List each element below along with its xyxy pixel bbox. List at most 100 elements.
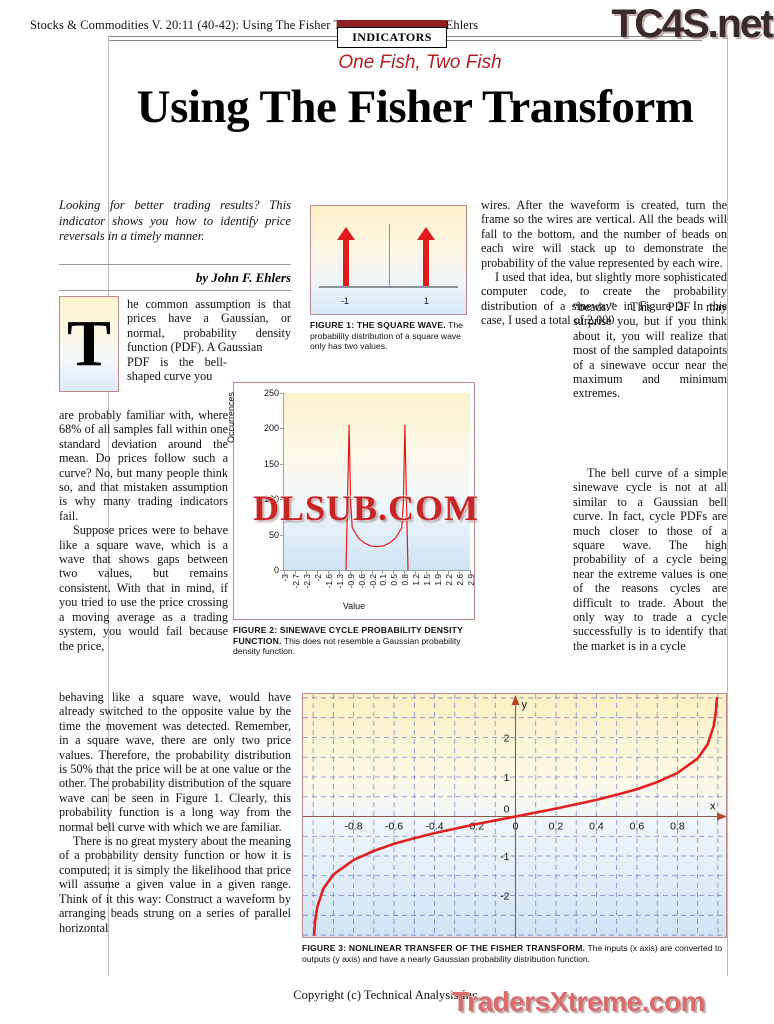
figure-2-x-axis-label: Value [342,601,366,611]
figure-2-plot-area: 0 50 100 150 200 250 -3 -2.7 -2.3 -2 -1.6 -1.3 -0.9-… [264,388,476,588]
figure-3-x-tick: 0.8 [670,821,685,833]
figure-2-y-tick: 200 [263,423,285,434]
figure-1-caption: FIGURE 1: THE SQUARE WAVE. The probabili… [310,320,467,352]
paragraph-text: There is no great mystery about the mean… [59,834,291,935]
figure-2-x-tick-mark [415,570,417,574]
figure-3-y-tick: 1 [504,772,510,784]
figure-2-x-tick-mark [327,570,329,574]
figure-2-x-tick-mark [371,570,373,574]
figure-2-x-tick: 1.9 [433,574,444,586]
figure-2-x-tick-mark [294,570,296,574]
watermark-dlsub: DLSUB.COM [252,487,480,529]
figure-2-x-tick: -0.9 [345,574,356,589]
paragraph-text: he common assumption is that prices have… [127,297,291,355]
figure-2-y-tick: 250 [263,388,285,398]
figure-2-x-tick-mark [470,570,471,574]
article-deck: Looking for better trading results? This… [59,198,291,244]
drop-cap-box: T [59,296,119,392]
figure-3-caption-title: FIGURE 3: NONLINEAR TRANSFER OF THE FISH… [302,943,586,953]
figure-2-x-tick-mark [437,570,439,574]
figure-2-x-tick-mark [360,570,362,574]
figure-3-x-tick: -0.4 [426,821,444,833]
figure-2-x-tick-mark [393,570,395,574]
figure-2-y-axis-label: Occurrences [226,391,236,443]
figure-2-x-tick: -2 [312,574,323,582]
page-frame-left-rule [108,36,109,976]
article-kicker: One Fish, Two Fish [338,52,502,73]
figure-1-impulse-minus1 [337,227,355,286]
figure-2-x-tick: -1.6 [323,574,334,589]
figure-2-caption-title: FIGURE 2: SINEWAVE CYCLE PROBABILITY DEN… [233,625,463,646]
figure-1-caption-body: The probability distribution of a square… [310,320,463,352]
category-badge-bar [337,20,447,28]
figure-1-plot: -1 1 [310,205,467,315]
figure-3-x-tick: 0.4 [589,821,604,833]
figure-3-y-tick: 2 [504,732,510,744]
body-paragraph-4: wires. After the waveform is created, tu… [481,198,727,328]
figure-2-x-tick-mark [459,570,461,574]
paragraph-text: “beads.” This PDF may surprise you, but … [573,300,727,401]
body-paragraph-1c: are probably familiar with, where 68% of… [59,408,228,653]
figure-2-x-tick-mark [349,570,351,574]
figure-1-tick-plus1: 1 [424,296,430,306]
watermark-tc4s: TC4S.net [611,2,774,46]
figure-3-y-axis-label: y [522,699,528,711]
figure-2-x-tick: 1.5 [422,574,433,586]
figure-2-x-tick: 2.2 [444,574,455,586]
figure-1-impulse-plus1 [417,227,435,286]
figure-2-x-tick: -2.7 [290,574,301,589]
figure-2-y-tick: 50 [268,529,285,540]
figure-2-x-tick: 0.5 [389,574,400,586]
figure-2-curve [284,393,470,570]
paragraph-text: I used that idea, but slightly more soph… [481,270,727,328]
figure-1-x-axis [319,286,458,288]
figure-3-x-axis-label: x [710,801,716,813]
figure-2-x-tick-mark [448,570,450,574]
figure-3-x-tick: 0.6 [630,821,645,833]
figure-2-x-tick: -0.6 [356,574,367,589]
byline-rule-top [59,264,291,265]
figure-1: -1 1 FIGURE 1: THE SQUARE WAVE. The prob… [310,205,467,352]
copyright-line: Copyright (c) Technical Analysis Inc. [293,988,481,1002]
figure-3: x y -0.8 -0.6 -0.4 -0.2 0 0.2 0.4 0.6 0.8 -2 -1 1 2 0 F… [302,693,727,964]
paragraph-text: behaving like a square wave, would have … [59,690,291,834]
figure-3-origin-tick: 0 [504,804,510,816]
figure-2-plot: Occurrences 0 50 100 150 200 250 -3 -2.7 -2.3 -2-… [226,382,476,620]
paragraph-text: are probably familiar with, where 68% of… [59,408,228,523]
watermark-tradersxtreme: TradersXtreme.com [451,985,706,1017]
figure-2-x-tick: 0.8 [400,574,411,586]
paragraph-text: wires. After the waveform is created, tu… [481,198,727,270]
figure-2-x-tick: -3 [280,574,290,582]
category-badge: INDICATORS [337,27,447,48]
paragraph-text: Suppose prices were to behave like a squ… [59,523,228,653]
figure-3-y-tick: -2 [500,891,509,903]
figure-2-y-tick: 100 [263,494,285,505]
figure-2-caption-body: This does not resemble a Gaussian probab… [233,635,461,657]
paragraph-text: The bell curve of a simple sinewave cycl… [573,466,727,653]
figure-3-x-tick: 0 [513,821,519,833]
body-paragraph-1a: he common assumption is that prices have… [127,297,291,355]
figure-3-y-axis-arrow [511,695,520,705]
figure-1-caption-title: FIGURE 1: THE SQUARE WAVE. [310,320,446,330]
figure-2: Occurrences 0 50 100 150 200 250 -3 -2.7 -2.3 -2-… [226,382,476,657]
body-paragraph-1b: PDF is the bell-shaped curve you [127,355,227,384]
figure-2-x-tick: -1.3 [334,574,345,589]
figure-3-caption-body: The inputs (x axis) are converted to out… [302,943,723,964]
figure-2-x-tick: -2.3 [301,574,312,589]
article-byline: by John F. Ehlers [195,270,291,285]
figure-2-x-tick-mark [316,570,318,574]
figure-2-x-tick-mark [382,570,384,574]
drop-cap-letter: T [66,307,112,380]
figure-1-center-line [388,224,390,286]
figure-3-x-tick: -0.6 [385,821,403,833]
figure-2-caption: FIGURE 2: SINEWAVE CYCLE PROBABILITY DEN… [233,625,475,657]
figure-3-fisher-curve [312,697,719,936]
figure-2-x-tick-mark [426,570,428,574]
figure-2-y-tick: 0 [273,565,285,575]
figure-1-tick-minus1: -1 [341,296,350,306]
figure-2-x-tick-mark [404,570,406,574]
page-title: Using The Fisher Transform [136,81,694,133]
paragraph-text: PDF is the bell-shaped curve you [127,355,227,384]
figure-3-plot: x y -0.8 -0.6 -0.4 -0.2 0 0.2 0.4 0.6 0.8 -2 -1 1 2 0 [302,693,727,938]
figure-2-x-tick-mark [284,570,285,574]
